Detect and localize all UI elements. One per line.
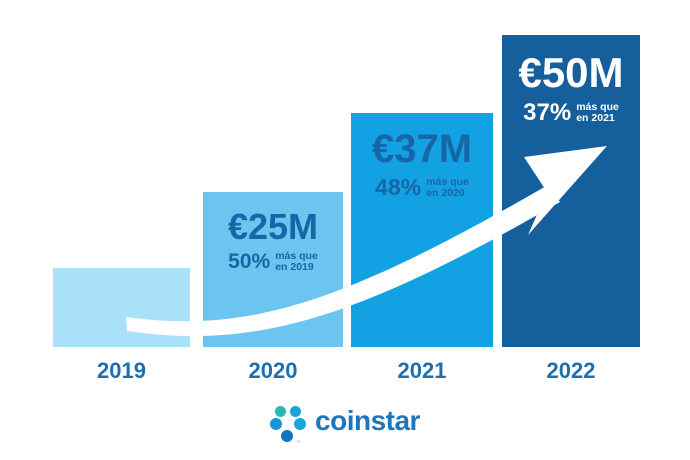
- x-axis: 2019 2020 2021 2022: [0, 358, 690, 388]
- bar-2022: €50M 37% más que en 2021: [502, 35, 640, 347]
- year-label-2019: 2019: [97, 358, 146, 383]
- logo-wordmark: coinstar: [315, 405, 420, 436]
- logo-dot: [270, 418, 283, 430]
- trademark-symbol: ™: [296, 440, 302, 446]
- bar-2020: €25M 50% más que en 2019: [203, 192, 343, 347]
- logo-dot: [275, 406, 287, 417]
- logo-dot: [290, 406, 302, 417]
- bar-2020-amount: €25M: [227, 206, 319, 247]
- bar-2021-note: más que en 2020: [426, 175, 469, 199]
- bar-2021-pct: 48%: [375, 174, 422, 200]
- year-label-2022: 2022: [546, 358, 596, 383]
- coinstar-logo: ™ coinstar: [0, 403, 690, 446]
- bar-2022-amount: €50M: [518, 49, 624, 96]
- year-label-2020: 2020: [248, 358, 298, 383]
- logo-dot: [294, 418, 307, 430]
- bar-2022-pct: 37%: [523, 99, 572, 127]
- bar-2021-amount: €37M: [371, 127, 473, 171]
- bar-2019: [53, 268, 190, 347]
- bar-2021: €37M 48% más que en 2020: [351, 113, 493, 347]
- coinstar-coins-icon: ™: [270, 403, 307, 446]
- year-label-2021: 2021: [397, 358, 447, 383]
- bar-2020-pct: 50%: [228, 249, 271, 273]
- bar-2020-note: más que en 2019: [275, 249, 318, 273]
- bar-2022-note: más que en 2021: [576, 101, 619, 125]
- logo-dot: [281, 430, 294, 442]
